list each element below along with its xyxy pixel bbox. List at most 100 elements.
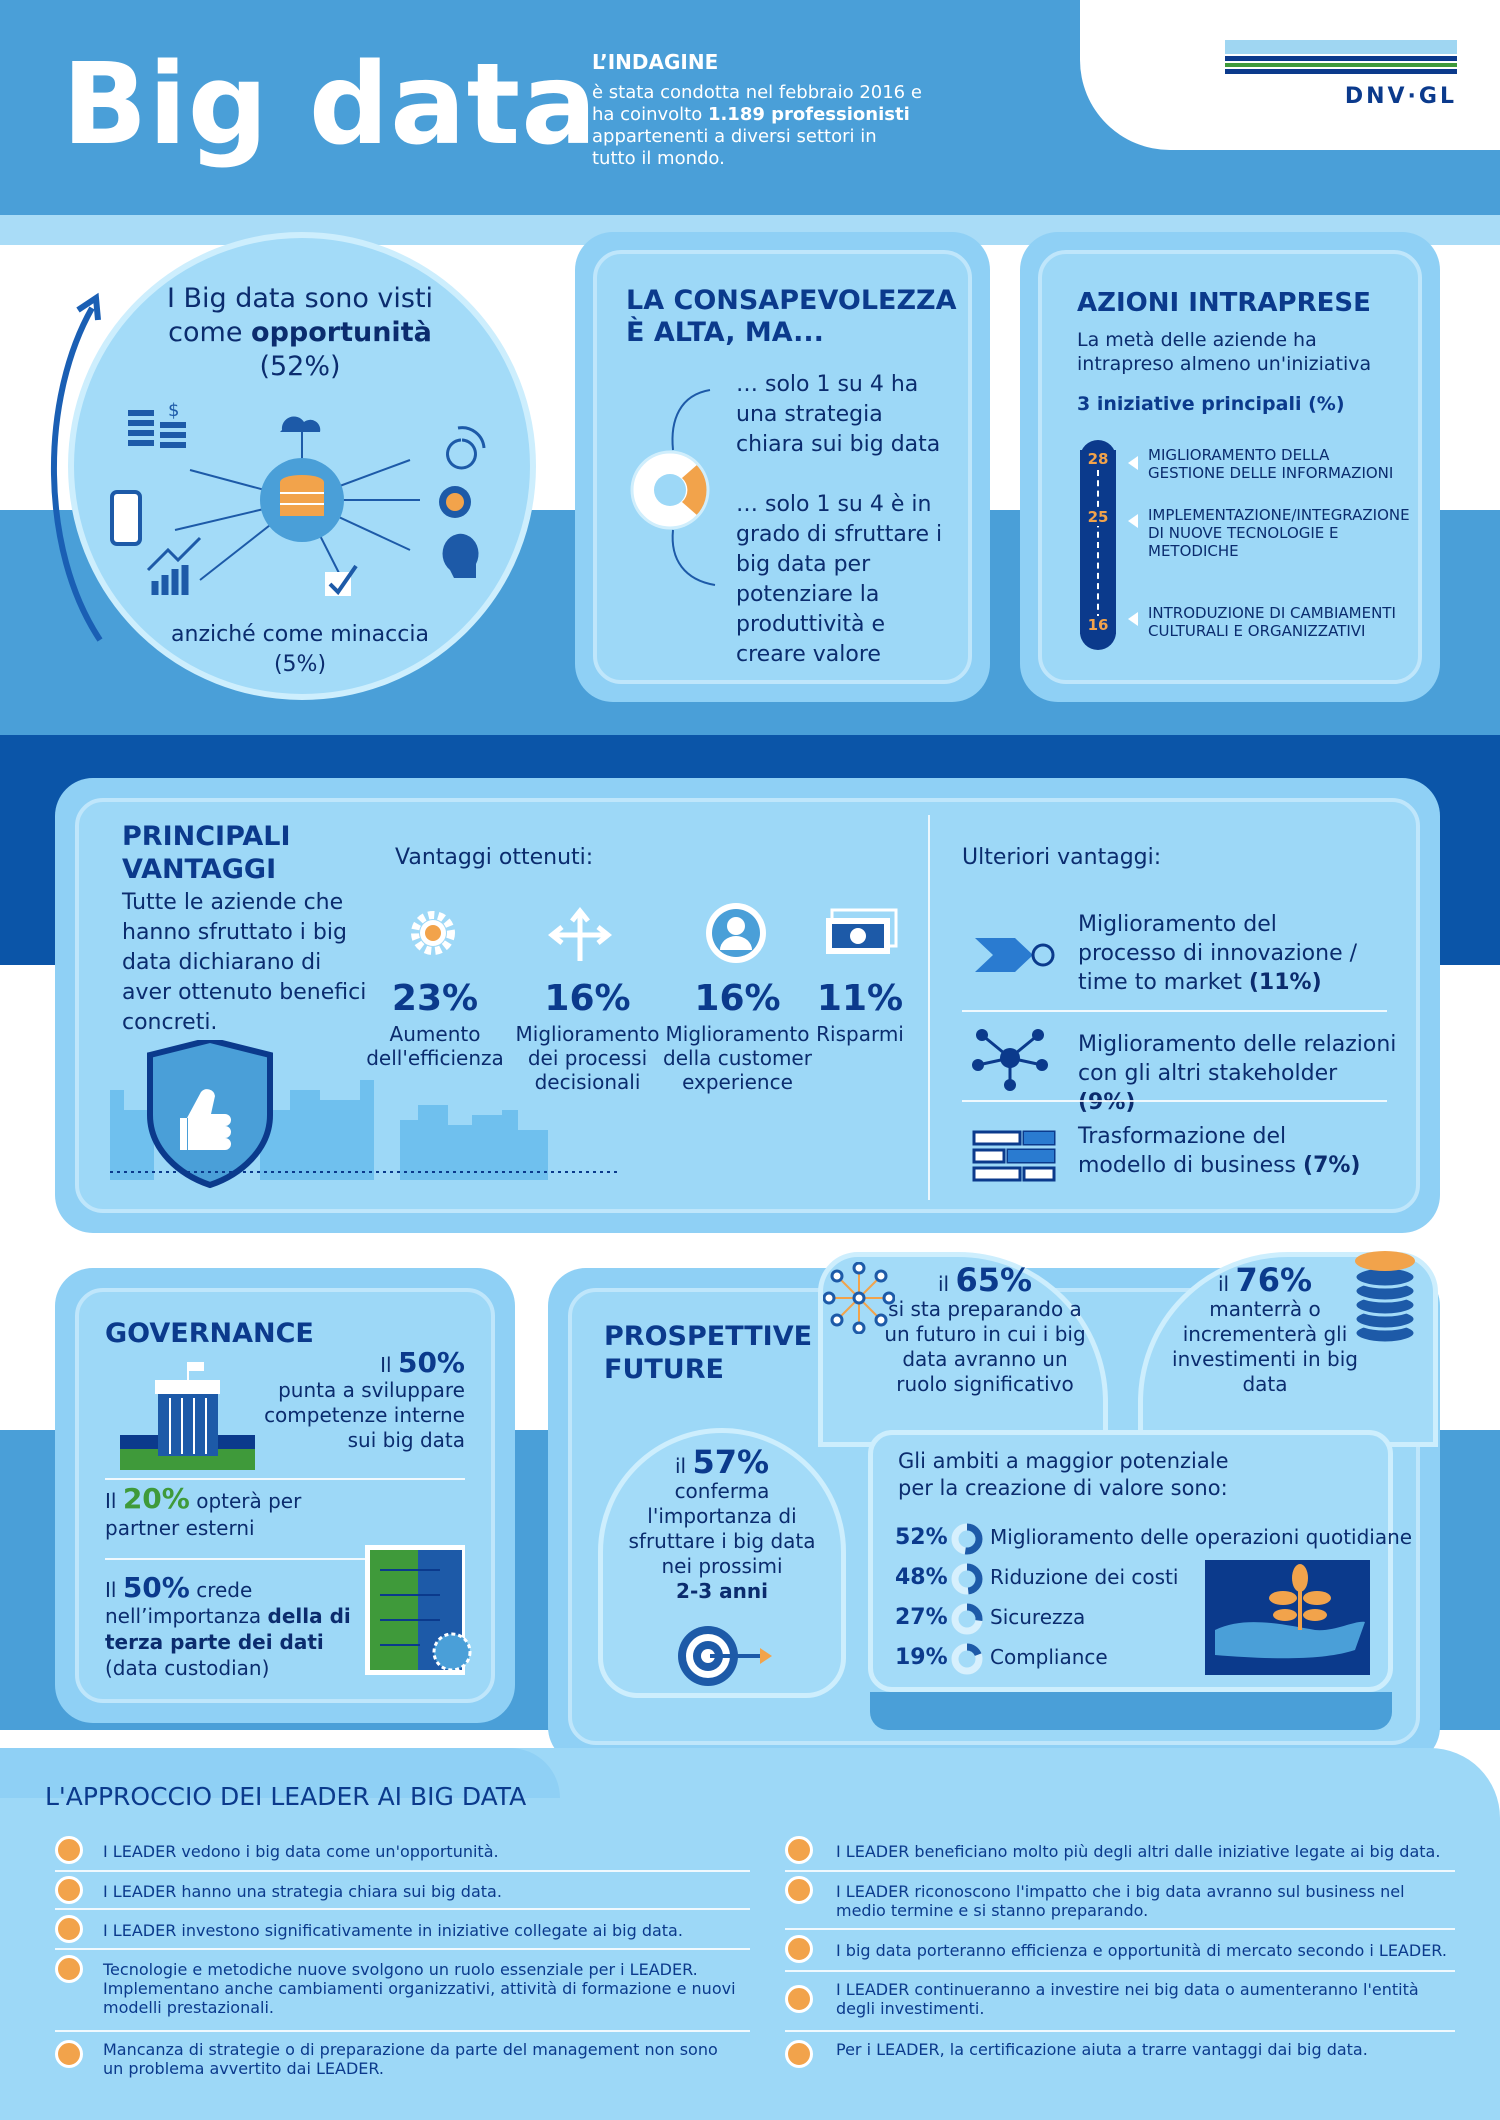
leader-left-4: Tecnologie e metodiche nuove svolgono un… — [103, 1960, 736, 2017]
areas-heading: Gli ambiti a maggior potenziale per la c… — [898, 1449, 1229, 1500]
gear-icon — [411, 911, 455, 955]
person-icon — [55, 1955, 83, 1983]
governance-stat-3: Il 50% crede nell’importanza della di te… — [105, 1571, 351, 1681]
arrows-icon — [548, 906, 612, 961]
building-icon — [120, 1362, 255, 1470]
area-pct-3: 27% — [895, 1605, 948, 1630]
leaders-tab — [0, 1748, 560, 1798]
leader-right-3: I big data porteranno efficienza e oppor… — [836, 1941, 1447, 1960]
divider — [962, 1010, 1387, 1012]
area-donut-3 — [951, 1603, 983, 1635]
obtained-label-1: Aumento dell'efficienza — [366, 1022, 504, 1070]
future-57-text: il 57% conferma l'importanza di sfruttar… — [628, 1443, 816, 1603]
leader-right-4: I LEADER continueranno a investire nei b… — [836, 1980, 1419, 2018]
bulb-icon — [785, 1935, 813, 1963]
document-seal-icon — [365, 1545, 472, 1675]
svg-text:$: $ — [168, 400, 179, 421]
pointer-icon — [1128, 514, 1138, 528]
area-label-4: Compliance — [990, 1645, 1108, 1669]
network-icon — [972, 1029, 1048, 1091]
further-item-1: Miglioramento del processo di innovazion… — [1078, 912, 1358, 995]
future-57-bubble — [598, 1428, 846, 1698]
area-label-3: Sicurezza — [990, 1605, 1086, 1629]
user-icon — [706, 903, 766, 963]
actions-text: La metà delle aziende ha intrapreso alme… — [1077, 329, 1372, 375]
future-title: PROSPETTIVE FUTURE — [604, 1321, 813, 1385]
governance-title: GOVERNANCE — [105, 1318, 314, 1349]
coins-icon — [1353, 1251, 1417, 1345]
tools-icon — [55, 2040, 83, 2068]
action-value-1: 28 — [1080, 450, 1116, 468]
area-donut-2 — [951, 1563, 983, 1595]
area-donut-4 — [951, 1643, 983, 1675]
leader-right-2: I LEADER riconoscono l'impatto che i big… — [836, 1882, 1405, 1920]
divider — [105, 1558, 465, 1560]
obtained-heading: Vantaggi ottenuti: — [395, 845, 594, 870]
action-value-3: 16 — [1080, 616, 1116, 634]
further-item-3: Trasformazione del modello di business (… — [1078, 1124, 1361, 1178]
governance-stat-2: Il 20% opterà per partner esterni — [105, 1482, 302, 1541]
area-donut-1 — [951, 1523, 983, 1555]
pointer-icon — [1128, 456, 1138, 470]
advantages-divider — [928, 815, 930, 1200]
divider — [55, 1908, 750, 1910]
leader-right-1: I LEADER beneficiano molto più degli alt… — [836, 1842, 1441, 1861]
leaders-panel — [0, 1748, 1500, 2120]
divider — [962, 1100, 1387, 1102]
target-icon — [55, 1836, 83, 1864]
head-icon — [785, 1876, 813, 1904]
further-item-2: Miglioramento delle relazioni con gli al… — [1078, 1032, 1397, 1115]
leaders-title: L'APPROCCIO DEI LEADER AI BIG DATA — [45, 1782, 527, 1811]
divider — [55, 1948, 750, 1950]
logo: DNV·GL — [1344, 84, 1457, 109]
awareness-point-2: … solo 1 su 4 è in grado di sfruttare i … — [736, 492, 943, 667]
obtained-pct-3: 16% — [694, 978, 781, 1019]
leader-left-2: I LEADER hanno una strategia chiara sui … — [103, 1882, 502, 1901]
growth-icon — [785, 1985, 813, 2013]
opportunity-text: I Big data sono visti come opportunità (… — [166, 283, 434, 382]
lifebuoy-icon — [630, 389, 716, 586]
area-pct-1: 52% — [895, 1525, 948, 1550]
money-icon — [785, 1836, 813, 1864]
governance-stat-1: Il 50% punta a sviluppare competenze int… — [264, 1346, 465, 1453]
divider — [55, 2030, 750, 2032]
divider — [55, 1870, 750, 1872]
divider — [785, 1870, 1455, 1872]
obtained-label-3: Miglioramento della customer experience — [663, 1022, 812, 1094]
advantages-title: PRINCIPALI VANTAGGI — [122, 821, 291, 885]
obtained-pct-4: 11% — [816, 978, 904, 1019]
area-label-1: Miglioramento delle operazioni quotidian… — [990, 1525, 1413, 1549]
actions-scale-line — [1097, 470, 1099, 620]
certificate-icon — [785, 2040, 813, 2068]
area-label-2: Riduzione dei costi — [990, 1565, 1179, 1589]
obtained-label-2: Miglioramento dei processi decisionali — [515, 1022, 660, 1094]
actions-subtitle: 3 iniziative principali (%) — [1077, 393, 1345, 415]
money-icon — [826, 908, 898, 954]
obtained-pct-2: 16% — [544, 978, 631, 1019]
data-network-icon: $ — [110, 400, 486, 596]
areas-box-base — [870, 1692, 1392, 1730]
action-value-2: 25 — [1080, 508, 1116, 526]
future-65-text: il 65% si sta preparando a un futuro in … — [884, 1261, 1086, 1396]
obtained-label-4: Risparmi — [816, 1022, 904, 1046]
arrow-icon — [975, 938, 1055, 972]
future-76-text: il 76% manterrà o incrementerà gli inves… — [1172, 1261, 1358, 1396]
leader-left-3: I LEADER investono significativamente in… — [103, 1921, 683, 1940]
survey-text: è stata condotta nel febbraio 2016 e ha … — [592, 82, 922, 169]
action-label-3: INTRODUZIONE DI CAMBIAMENTI CULTURALI E … — [1148, 604, 1396, 640]
awareness-title: LA CONSAPEVOLEZZA È ALTA, MA... — [626, 285, 957, 348]
awareness-point-1: … solo 1 su 4 ha una strategia chiara su… — [736, 372, 941, 457]
threat-text: anziché come minaccia (5%) — [171, 622, 429, 677]
page-title: Big data — [62, 40, 598, 170]
chart-icon — [55, 1915, 83, 1943]
divider — [785, 2030, 1455, 2032]
survey-heading: L’INDAGINE — [592, 50, 719, 74]
growth-arrow-icon — [51, 292, 103, 642]
skyline-shield-icon — [110, 1040, 620, 1189]
divider — [785, 1970, 1455, 1972]
leader-left-1: I LEADER vedono i big data come un'oppor… — [103, 1842, 499, 1861]
area-pct-2: 48% — [895, 1565, 948, 1590]
blocks-icon — [972, 1130, 1056, 1182]
leader-left-5: Mancanza di strategie o di preparazione … — [103, 2040, 718, 2078]
logo-bars-icon — [1225, 40, 1457, 74]
